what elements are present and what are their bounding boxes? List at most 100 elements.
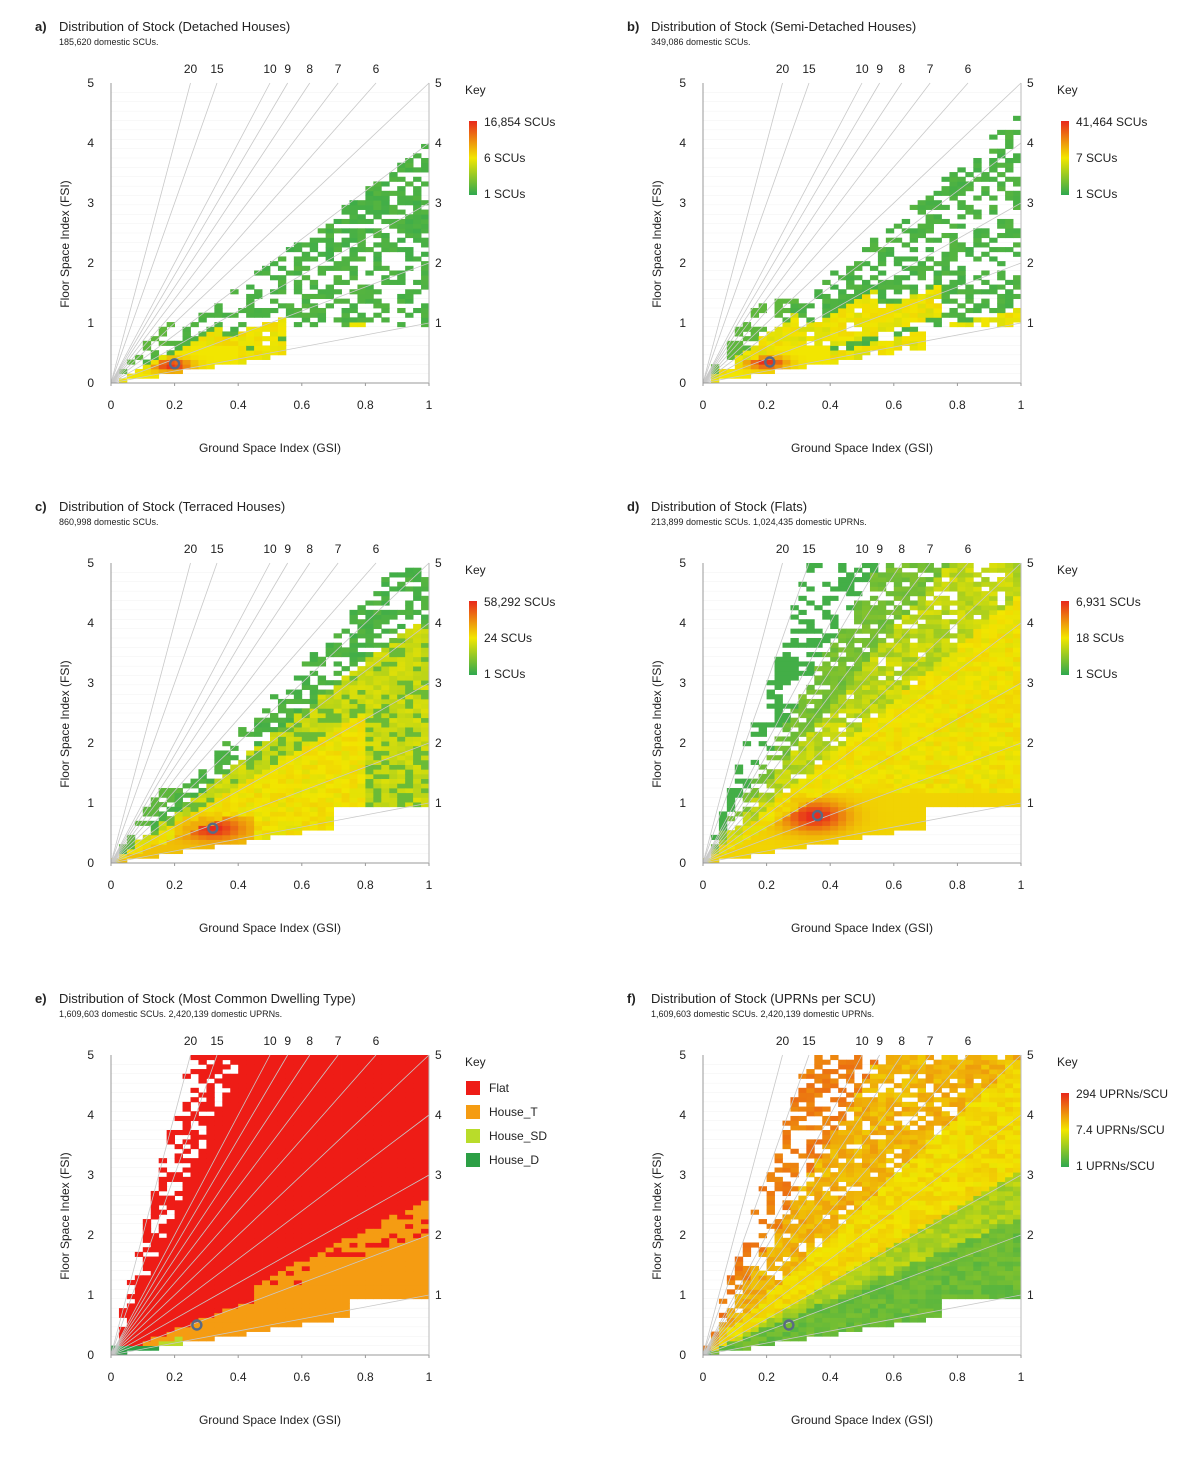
heatmap-cell xyxy=(397,167,405,172)
heatmap-cell xyxy=(934,746,942,751)
heatmap-cell xyxy=(413,568,421,573)
heatmap-cell xyxy=(806,350,814,355)
heatmap-cell xyxy=(981,708,989,713)
heatmap-cell xyxy=(286,751,294,756)
heatmap-cell xyxy=(767,722,775,727)
heatmap-cell xyxy=(413,708,421,713)
heatmap-cell xyxy=(949,172,957,177)
heatmap-cell xyxy=(365,783,373,788)
heatmap-cell xyxy=(918,233,926,238)
heatmap-cell xyxy=(397,624,405,629)
heatmap-cell xyxy=(381,779,389,784)
heatmap-cell xyxy=(918,732,926,737)
heatmap-cell xyxy=(246,1060,254,1065)
heatmap-cell xyxy=(357,233,365,238)
heatmap-cell xyxy=(206,1228,214,1233)
heatmap-cell xyxy=(405,765,413,770)
heatmap-cell xyxy=(381,694,389,699)
ratio-label-top: 15 xyxy=(802,542,816,556)
heatmap-cell xyxy=(286,765,294,770)
heatmap-cell xyxy=(751,350,759,355)
heatmap-cell xyxy=(783,727,791,732)
heatmap-cell xyxy=(294,322,302,327)
heatmap-cell xyxy=(878,577,886,582)
heatmap-cell xyxy=(997,313,1005,318)
heatmap-cell xyxy=(894,694,902,699)
heatmap-cell xyxy=(1005,779,1013,784)
heatmap-cell xyxy=(262,271,270,276)
heatmap-cell xyxy=(870,336,878,341)
heatmap-cell xyxy=(230,765,238,770)
heatmap-cell xyxy=(997,741,1005,746)
heatmap-cell xyxy=(822,661,830,666)
heatmap-cell xyxy=(1005,135,1013,140)
x-tick-label: 0 xyxy=(108,398,115,412)
heatmap-cell xyxy=(350,661,358,666)
heatmap-cell xyxy=(918,671,926,676)
heatmap-cell xyxy=(405,755,413,760)
y-tick-label: 0 xyxy=(679,856,686,870)
heatmap-cell xyxy=(334,722,342,727)
heatmap-cell xyxy=(870,610,878,615)
heatmap-cell xyxy=(981,233,989,238)
heatmap-cell xyxy=(965,172,973,177)
heatmap-cell xyxy=(230,1149,238,1154)
heatmap-cell xyxy=(1005,652,1013,657)
heatmap-cell xyxy=(830,821,838,826)
heatmap-cell xyxy=(862,313,870,318)
heatmap-cell xyxy=(989,158,997,163)
heatmap-cell xyxy=(198,1107,206,1112)
heatmap-cell xyxy=(230,1280,238,1285)
heatmap-cell xyxy=(389,760,397,765)
heatmap-cell xyxy=(790,765,798,770)
heatmap-cell xyxy=(365,200,373,205)
heatmap-cell xyxy=(949,224,957,229)
heatmap-cell xyxy=(397,671,405,676)
heatmap-cell xyxy=(230,779,238,784)
heatmap-cell xyxy=(262,779,270,784)
heatmap-cell xyxy=(198,1332,206,1337)
heatmap-cell xyxy=(981,779,989,784)
heatmap-cell xyxy=(878,788,886,793)
heatmap-cell xyxy=(918,685,926,690)
heatmap-cell xyxy=(759,844,767,849)
heatmap-cell xyxy=(838,336,846,341)
legend-label: 1 SCUs xyxy=(484,187,525,201)
heatmap-cell xyxy=(894,322,902,327)
heatmap-cell xyxy=(143,1247,151,1252)
heatmap-cell xyxy=(365,191,373,196)
heatmap-cell xyxy=(357,247,365,252)
heatmap-cell xyxy=(934,624,942,629)
heatmap-cell xyxy=(318,751,326,756)
heatmap-cell xyxy=(397,191,405,196)
ratio-label-top: 9 xyxy=(876,542,883,556)
ratio-label-top: 9 xyxy=(284,62,291,76)
heatmap-cell xyxy=(878,256,886,261)
heatmap-cell xyxy=(989,619,997,624)
heatmap-cell xyxy=(350,793,358,798)
heatmap-cell xyxy=(198,1060,206,1065)
heatmap-cell xyxy=(270,336,278,341)
heatmap-cell xyxy=(783,308,791,313)
heatmap-cell xyxy=(294,280,302,285)
heatmap-cell xyxy=(910,755,918,760)
heatmap-cell xyxy=(381,303,389,308)
heatmap-cell xyxy=(981,765,989,770)
heatmap-cell xyxy=(942,793,950,798)
heatmap-cell xyxy=(926,317,934,322)
heatmap-cell xyxy=(926,741,934,746)
heatmap-cell xyxy=(222,1228,230,1233)
heatmap-cell xyxy=(389,629,397,634)
heatmap-cell xyxy=(286,816,294,821)
heatmap-cell xyxy=(910,266,918,271)
heatmap-cell xyxy=(421,769,429,774)
heatmap-cell xyxy=(846,736,854,741)
heatmap-cell xyxy=(830,718,838,723)
heatmap-cell xyxy=(246,1210,254,1215)
heatmap-cell xyxy=(934,322,942,327)
heatmap-cell xyxy=(854,736,862,741)
heatmap-cell xyxy=(846,797,854,802)
chart-title: Distribution of Stock (Detached Houses) xyxy=(59,19,290,34)
heatmap-cell xyxy=(262,1214,270,1219)
heatmap-cell xyxy=(902,313,910,318)
